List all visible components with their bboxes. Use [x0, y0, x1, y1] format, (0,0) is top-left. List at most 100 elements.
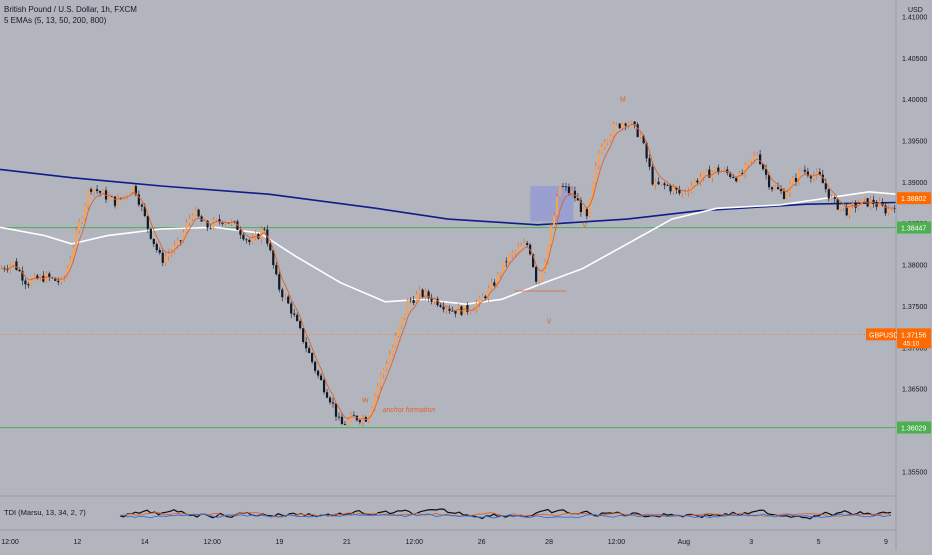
candle-body: [621, 123, 624, 129]
candle-body: [98, 190, 102, 193]
candle-body: [517, 246, 520, 252]
candle-body: [636, 124, 639, 137]
candle-body: [36, 275, 39, 279]
candle-body: [358, 420, 361, 422]
candle-body: [367, 416, 370, 422]
candle-body: [84, 205, 87, 219]
bar-countdown: 45:10: [903, 340, 920, 347]
candle-body: [15, 261, 18, 270]
candle-body: [773, 187, 777, 190]
candle-body: [173, 245, 176, 252]
chart-title: British Pound / U.S. Dollar, 1h, FXCM: [4, 5, 137, 14]
candle-body: [627, 123, 630, 126]
candle-body: [815, 171, 818, 176]
candle-body: [735, 177, 738, 182]
candle-body: [164, 256, 167, 263]
candle-body: [454, 311, 457, 314]
candle-body: [352, 414, 356, 416]
candle-body: [532, 254, 535, 268]
candle-body: [618, 123, 621, 129]
candle-body: [236, 221, 239, 231]
y-tick-label: 1.40000: [902, 97, 927, 104]
candle-body: [794, 178, 798, 182]
candle-body: [269, 243, 272, 251]
candle-body: [839, 207, 842, 210]
candle-body: [430, 297, 433, 302]
ema-indicator-label: 5 EMAs (5, 13, 50, 200, 800): [4, 16, 107, 25]
candle-body: [666, 185, 669, 186]
candle-body: [122, 195, 126, 199]
candle-body: [812, 175, 815, 179]
candle-body: [806, 171, 809, 176]
candle-body: [645, 143, 648, 159]
symbol-tag-bg: [866, 328, 896, 341]
candle-body: [561, 186, 565, 187]
candle-body: [567, 186, 571, 193]
candle-body: [290, 303, 293, 314]
candle-body: [648, 158, 651, 167]
candle-body: [30, 279, 33, 286]
candle-body: [523, 243, 526, 246]
candle-body: [179, 240, 182, 242]
candle-body: [24, 280, 27, 285]
current-price-tag-bg: [897, 328, 931, 349]
candle-body: [869, 199, 872, 207]
candle-body: [224, 222, 227, 224]
candle-body: [409, 299, 412, 301]
candle-body: [487, 288, 490, 299]
candle-body: [257, 233, 260, 239]
x-tick-label: 12:00: [608, 539, 626, 546]
x-tick-label: 5: [817, 539, 821, 546]
candle-body: [0, 268, 3, 269]
chart-annotation: W: [362, 398, 369, 405]
candle-body: [732, 177, 735, 178]
candle-body: [319, 375, 323, 381]
candle-body: [699, 177, 702, 183]
candle-body: [520, 245, 523, 247]
candle-body: [612, 124, 615, 136]
candle-body: [57, 280, 60, 283]
x-tick-label: 12: [73, 539, 81, 546]
candle-body: [299, 321, 302, 329]
candle-body: [284, 296, 287, 298]
candle-body: [651, 166, 654, 185]
candle-body: [215, 219, 218, 221]
candle-body: [493, 282, 496, 286]
candle-body: [788, 183, 792, 193]
candle-body: [54, 277, 57, 281]
candle-body: [72, 248, 75, 260]
candle-body: [66, 267, 69, 278]
candle-body: [263, 228, 266, 230]
candle-body: [890, 207, 893, 209]
candle-body: [705, 169, 708, 172]
candle-body: [684, 192, 687, 193]
time-axis: 12:00 12 14 12:00 19 21 12:00 26 28 12:00 Aug 3 5 9: [1, 539, 888, 546]
candle-body: [149, 228, 152, 239]
candle-body: [281, 289, 284, 298]
candle-body: [564, 186, 568, 188]
candle-body: [603, 142, 606, 147]
candle-body: [729, 172, 732, 178]
candle-body: [600, 146, 603, 154]
x-tick-label: 26: [478, 539, 486, 546]
candle-body: [878, 202, 881, 207]
y-tick-label: 1.40500: [902, 56, 927, 63]
candle-body: [469, 311, 472, 312]
candle-body: [687, 191, 690, 193]
y-tick-label: 1.36500: [902, 387, 927, 394]
candle-body: [191, 215, 194, 219]
candle-body: [167, 253, 170, 257]
candle-body: [313, 361, 317, 371]
candle-body: [361, 417, 364, 422]
symbol-tag: GBPUSD: [869, 332, 899, 339]
candle-body: [101, 190, 105, 193]
candle-body: [514, 251, 517, 253]
candle-body: [18, 269, 21, 272]
candle-body: [6, 269, 9, 271]
chart-annotation: anchor formation: [383, 407, 436, 414]
candle-body: [546, 244, 550, 262]
candle-body: [272, 250, 275, 266]
candle-body: [239, 230, 242, 235]
candle-body: [818, 171, 821, 175]
candle-body: [382, 369, 385, 375]
